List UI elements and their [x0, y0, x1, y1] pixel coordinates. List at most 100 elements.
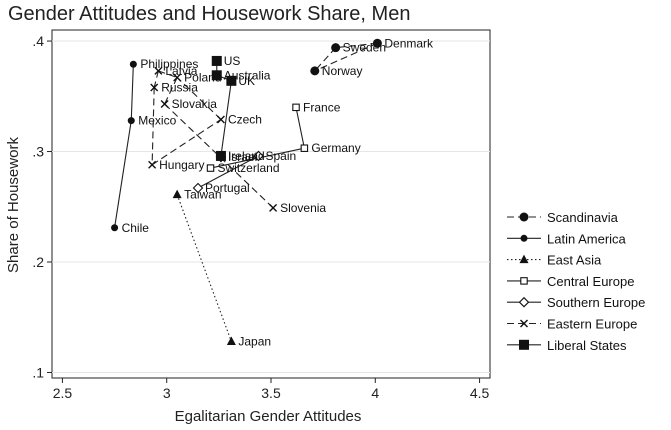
legend-item-latin-america: Latin America — [507, 231, 627, 246]
point-ireland — [215, 150, 226, 161]
plot-area: .1.2.3.42.5 3 3.5 4 4.5DenmarkSwedenNorwayPh… — [32, 29, 491, 401]
series-lines-southern-europe — [197, 155, 259, 189]
point-label-chile: Chile — [122, 221, 150, 235]
series-central-europe: France Germany Switzerland — [206, 100, 361, 175]
connector-line — [151, 119, 222, 166]
legend-item-east-asia: East Asia — [507, 253, 602, 268]
point-taiwan — [172, 189, 182, 199]
x-marker-stroke — [173, 73, 182, 82]
legend-label: East Asia — [547, 253, 602, 268]
point-slovakia — [160, 100, 169, 109]
point-japan — [226, 336, 236, 346]
point-france — [292, 103, 300, 112]
legend: Scandinavia Latin America East Asia Central… — [507, 210, 645, 353]
x-marker-stroke — [148, 160, 157, 169]
series-lines-scandinavia — [314, 42, 378, 72]
point-label-norway: Norway — [322, 64, 363, 78]
legend-marker — [518, 296, 530, 308]
point-denmark — [372, 38, 382, 48]
point-label-portugal: Portugal — [205, 181, 250, 195]
point-us — [211, 55, 222, 66]
x-marker-stroke — [216, 115, 225, 124]
series-lines-latin-america — [114, 64, 134, 228]
legend-marker — [520, 319, 528, 328]
point-label-sweden: Sweden — [343, 41, 386, 55]
point-label-switzerland: Switzerland — [218, 161, 280, 175]
connector-line — [153, 70, 159, 88]
point-mexico — [127, 117, 135, 125]
point-label-israel: Israel — [228, 150, 257, 164]
point-label-us: US — [224, 54, 241, 68]
connector-line — [314, 42, 378, 72]
connector-line — [164, 77, 178, 105]
y-tick-label: .2 — [32, 254, 44, 270]
y-tick-label: .4 — [32, 33, 44, 49]
point-label-slovakia: Slovakia — [172, 97, 218, 111]
legend-marker — [519, 212, 529, 222]
connector-line — [164, 103, 274, 209]
point-label-uk: UK — [238, 74, 255, 88]
point-hungary — [148, 160, 157, 169]
legend-label: Southern Europe — [547, 295, 645, 310]
point-label-russia: Russia — [161, 80, 198, 94]
legend-label: Eastern Europe — [547, 317, 637, 332]
point-portugal — [192, 182, 204, 194]
point-latvia — [154, 66, 163, 75]
legend-label: Scandinavia — [547, 210, 619, 225]
x-marker-stroke — [520, 319, 528, 328]
legend-item-southern-europe: Southern Europe — [507, 295, 645, 310]
legend-item-central-europe: Central Europe — [507, 274, 634, 289]
point-norway — [310, 66, 320, 76]
y-axis-label: Share of Housework — [5, 137, 22, 273]
point-czech — [216, 115, 225, 124]
connector-line — [335, 42, 378, 49]
x-marker-stroke — [269, 203, 278, 212]
x-tick-label: 2.5 — [53, 385, 73, 401]
connector-line — [220, 80, 232, 157]
connector-line — [130, 64, 134, 121]
point-russia — [150, 83, 159, 92]
point-label-germany: Germany — [311, 141, 360, 155]
x-marker-stroke — [150, 83, 159, 92]
point-germany — [300, 144, 309, 152]
y-tick-label: .3 — [32, 144, 44, 160]
point-label-hungary: Hungary — [159, 158, 204, 172]
point-label-taiwan: Taiwan — [184, 188, 221, 202]
point-label-japan: Japan — [238, 335, 271, 349]
legend-label: Latin America — [547, 231, 627, 246]
connector-line — [151, 87, 155, 165]
point-australia — [211, 70, 222, 81]
point-sweden — [331, 43, 341, 53]
x-axis-label: Egalitarian Gender Attitudes — [175, 408, 362, 425]
legend-marker — [520, 277, 528, 285]
point-label-slovenia: Slovenia — [280, 201, 326, 215]
x-marker-stroke — [160, 100, 169, 109]
legend-item-liberal-states: Liberal States — [507, 338, 627, 353]
point-label-ireland: Ireland — [228, 149, 265, 163]
connector-line — [314, 47, 337, 72]
point-label-czech: Czech — [228, 112, 262, 126]
x-tick-label: 3.5 — [261, 385, 281, 401]
legend-item-scandinavia: Scandinavia — [507, 210, 619, 225]
point-chile — [111, 224, 119, 232]
series-east-asia: Taiwan Japan — [172, 188, 271, 349]
point-uk — [226, 75, 237, 86]
point-label-mexico: Mexico — [138, 114, 176, 128]
legend-marker — [520, 234, 528, 242]
x-tick-label: 3 — [163, 385, 171, 401]
x-tick-label: 4.5 — [470, 385, 490, 401]
legend-item-eastern-europe: Eastern Europe — [507, 317, 637, 332]
chart-title: Gender Attitudes and Housework Share, Me… — [8, 3, 410, 25]
point-poland — [173, 73, 182, 82]
point-label-spain: Spain — [265, 149, 296, 163]
point-label-denmark: Denmark — [384, 36, 434, 50]
point-slovenia — [269, 203, 278, 212]
legend-marker — [519, 254, 529, 264]
connector-line — [197, 155, 259, 189]
x-tick-label: 4 — [371, 385, 379, 401]
